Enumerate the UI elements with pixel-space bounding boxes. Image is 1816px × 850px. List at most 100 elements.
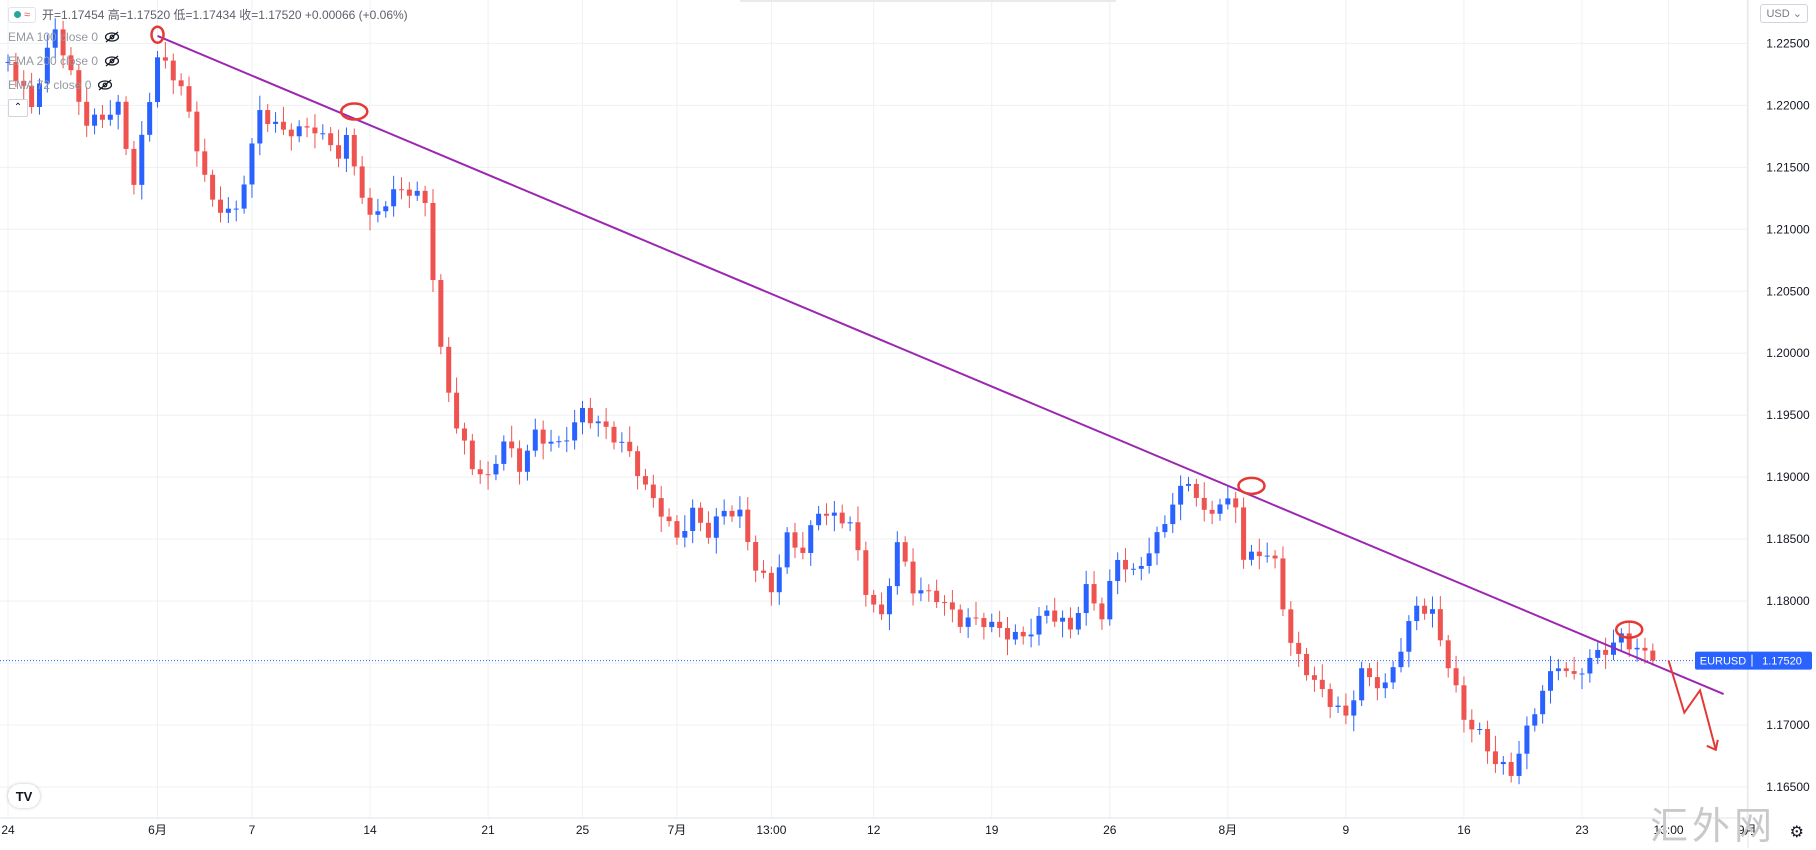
price-tick-label: 1.21500 <box>1766 160 1810 174</box>
candle-body <box>957 609 963 627</box>
currency-label: USD <box>1766 8 1790 20</box>
candle-body <box>1225 498 1231 505</box>
projection-arrow[interactable] <box>1667 660 1719 752</box>
candle-body <box>1571 671 1577 674</box>
candle-body <box>399 189 404 191</box>
candle-body <box>99 114 105 120</box>
candle-body <box>1453 668 1459 686</box>
candle-body <box>517 448 523 472</box>
candle-body <box>29 85 35 108</box>
indicator-row[interactable]: EMA 200 close 0 <box>8 49 408 73</box>
tradingview-logo[interactable]: TV <box>8 784 40 808</box>
candle-body <box>288 129 294 137</box>
candle-body <box>973 617 979 619</box>
candle-body <box>1248 551 1254 560</box>
candle-body <box>871 594 877 605</box>
price-tick-label: 1.20500 <box>1766 284 1810 298</box>
candle-body <box>855 522 861 551</box>
candle-body <box>580 407 586 423</box>
price-tick-label: 1.21000 <box>1766 222 1810 236</box>
price-tick-label: 1.22500 <box>1766 36 1810 50</box>
candle-body <box>210 174 216 200</box>
candle-body <box>886 586 892 615</box>
indicator-label: EMA 200 close 0 <box>8 54 99 68</box>
candle-body <box>926 590 932 592</box>
candle-body <box>1429 609 1435 614</box>
touch-marker <box>150 25 165 44</box>
candle-body <box>1146 553 1152 566</box>
candle-body <box>1532 714 1538 726</box>
candle-body <box>1264 555 1270 557</box>
touch-marker <box>1237 476 1266 496</box>
indicator-label: EMA 72 close 0 <box>8 78 92 92</box>
indicator-row[interactable]: EMA 72 close 0 <box>8 73 408 97</box>
candle-body <box>1516 753 1522 776</box>
candle-body <box>1642 647 1648 651</box>
price-tick-label: 1.20000 <box>1766 346 1810 360</box>
green-dot-icon <box>14 11 21 18</box>
candle-body <box>5 61 11 63</box>
ohlc-values: 开=1.17454 高=1.17520 低=1.17434 收=1.17520 … <box>42 8 408 22</box>
price-tick-label: 1.18000 <box>1766 594 1810 608</box>
candle-body <box>92 114 98 126</box>
candle-body <box>1579 673 1585 675</box>
candle-body <box>1477 729 1483 731</box>
price-axis[interactable]: 1.22500 1.22000 1.21500 1.21000 1.20500 1.200… <box>1695 0 1812 848</box>
candle-body <box>792 532 798 548</box>
touch-markers[interactable] <box>150 25 1644 639</box>
time-tick-label: 14 <box>363 823 377 837</box>
candle-body <box>1524 725 1530 754</box>
candle-body <box>839 512 845 524</box>
candle-body <box>296 126 302 137</box>
gear-icon[interactable]: ⚙ <box>1789 824 1804 841</box>
watermark: 汇外网 <box>1649 804 1776 848</box>
candle-body <box>1406 621 1412 652</box>
time-tick-label: 21 <box>481 823 495 837</box>
candle-body <box>241 184 247 209</box>
candle-body <box>1540 690 1546 715</box>
eye-off-icon[interactable] <box>104 31 120 43</box>
candle-body <box>461 428 467 441</box>
candle-body <box>76 70 82 102</box>
currency-selector[interactable]: USD ⌄ <box>1760 4 1808 23</box>
eye-off-icon[interactable] <box>97 79 113 91</box>
time-axis[interactable]: 24 6月 7 14 21 25 7月 13:00 12 19 26 8月 9 16 23 13:00 9月 <box>0 817 1757 837</box>
candle-body <box>745 509 751 542</box>
candle-body <box>1067 617 1073 630</box>
candle-body <box>1193 483 1199 498</box>
candle-body <box>1304 653 1310 676</box>
candle-body <box>603 421 609 427</box>
candle-body <box>556 441 562 443</box>
candle-body <box>713 516 719 538</box>
candle-body <box>162 57 168 61</box>
collapse-legend-button[interactable]: ⌃ <box>8 98 28 117</box>
candle-body <box>60 29 66 56</box>
eye-off-icon[interactable] <box>104 55 120 67</box>
candle-body <box>36 83 42 108</box>
candle-body <box>587 407 593 424</box>
time-tick-label: 24 <box>1 823 15 837</box>
projection-path <box>1667 660 1717 751</box>
wave-icon: ≈ <box>24 8 31 21</box>
trendline <box>157 35 1725 695</box>
candles[interactable] <box>5 18 1656 785</box>
candle-body <box>934 590 940 603</box>
candle-body <box>1107 580 1113 620</box>
candle-body <box>249 143 255 185</box>
candle-body <box>13 61 19 81</box>
candle-body <box>761 570 767 573</box>
indicator-row[interactable]: EMA 100 close 0 <box>8 25 408 49</box>
candle-body <box>1075 613 1081 630</box>
trendline-drawing[interactable] <box>157 35 1725 695</box>
candle-body <box>737 509 743 517</box>
candle-body <box>1162 524 1168 533</box>
logo-text: TV <box>15 788 33 804</box>
status-toggle[interactable]: ≈ <box>8 6 37 23</box>
candle-body <box>1004 628 1010 640</box>
price-tick-label: 1.19000 <box>1766 470 1810 484</box>
candle-body <box>454 392 460 429</box>
time-tick-label: 9月 <box>1738 823 1757 837</box>
candle-body <box>1445 640 1451 669</box>
